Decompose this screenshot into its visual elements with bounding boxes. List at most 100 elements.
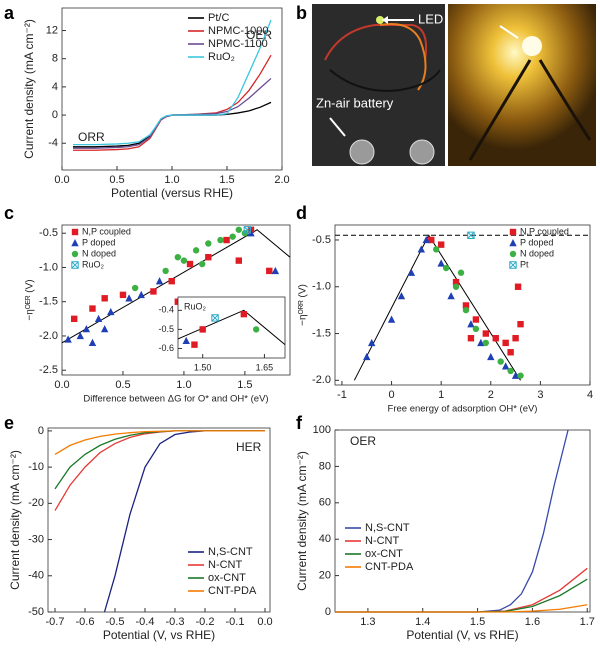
point xyxy=(507,349,514,356)
fit-line xyxy=(353,234,521,381)
x-tick-label: -0.7 xyxy=(46,616,65,628)
point xyxy=(182,336,190,345)
point xyxy=(437,241,445,248)
legend-swatch xyxy=(71,261,79,269)
legend-swatch xyxy=(509,250,517,258)
axes-frame xyxy=(47,427,271,613)
x-axis-label: Potential (versus RHE) xyxy=(111,186,233,200)
point xyxy=(174,253,182,261)
y-tick-label: -0.5 xyxy=(312,234,331,246)
point xyxy=(217,236,224,244)
x-tick-label: 0.0 xyxy=(54,379,69,391)
x-tick-label: 1.0 xyxy=(176,379,191,391)
point xyxy=(467,320,475,328)
y-tick-label: -30 xyxy=(28,533,44,545)
y-tick-label: -1.0 xyxy=(39,261,58,273)
legend-label: P doped xyxy=(82,237,115,247)
x-tick-label: 1.65 xyxy=(256,362,274,372)
axes-frame xyxy=(334,224,591,386)
legend-swatch xyxy=(509,261,517,269)
y-axis-label: Current density (mA cm⁻²) xyxy=(295,451,309,591)
y-tick-label: -2.0 xyxy=(39,330,58,342)
y-tick-label: -10 xyxy=(28,461,44,473)
point xyxy=(89,305,96,312)
legend-label: CNT-PDA xyxy=(365,561,414,573)
point xyxy=(168,277,175,285)
point xyxy=(487,352,495,361)
x-tick-label: 1.0 xyxy=(164,174,179,186)
series-line xyxy=(335,567,588,613)
legend-label: Pt/C xyxy=(208,12,229,24)
point xyxy=(462,306,470,314)
legend-label: RuO₂ xyxy=(208,51,235,63)
point xyxy=(125,294,133,302)
x-tick-label: -0.2 xyxy=(196,616,215,628)
x-tick-label: 1.5 xyxy=(237,379,252,391)
legend-label: NPMC-1000 xyxy=(208,25,269,37)
x-tick-label: 0.5 xyxy=(115,379,130,391)
point xyxy=(205,253,212,261)
point xyxy=(397,292,406,300)
legend-label: N,P coupled xyxy=(520,226,569,236)
y-tick-label: -1.5 xyxy=(39,296,58,308)
point xyxy=(240,310,248,318)
point xyxy=(433,246,440,253)
point xyxy=(511,371,520,379)
y-tick-label: 100 xyxy=(313,424,331,436)
photo-panel: b LED Zn-air battery xyxy=(296,3,596,166)
coin-cell xyxy=(349,139,375,165)
x-tick-label: 2.0 xyxy=(274,174,289,186)
point xyxy=(100,325,109,333)
wire xyxy=(324,24,428,61)
y-tick-label: 0 xyxy=(38,425,44,437)
x-axis-label: Potential (V, vs RHE) xyxy=(406,628,518,642)
x-tick-label: -0.6 xyxy=(76,616,95,628)
point xyxy=(512,335,519,342)
point xyxy=(428,236,435,244)
y-tick-label: -1.5 xyxy=(312,327,331,339)
legend-swatch xyxy=(509,239,517,247)
series-line xyxy=(73,19,272,146)
y-axis-label: −ηᴼᴱᴿ (V) xyxy=(25,279,36,320)
point xyxy=(162,267,169,275)
y-tick-label: -2.5 xyxy=(39,364,58,376)
point xyxy=(501,362,510,370)
x-tick-label: 4 xyxy=(587,389,593,401)
inset-label: RuO₂ xyxy=(184,301,207,311)
y-tick-label: 0 xyxy=(52,109,58,121)
point xyxy=(155,277,164,285)
point xyxy=(407,268,416,276)
legend-label: N-CNT xyxy=(365,535,399,547)
point xyxy=(467,231,475,239)
point xyxy=(492,335,499,342)
legend-swatch xyxy=(71,228,79,236)
point xyxy=(477,338,485,347)
y-tick-label: 40 xyxy=(319,533,331,545)
legend-swatch xyxy=(71,239,79,247)
legend-label: N,S-CNT xyxy=(365,522,410,534)
point xyxy=(442,264,450,272)
wire xyxy=(468,59,592,161)
legend-label: N doped xyxy=(520,248,554,258)
axes-frame xyxy=(61,224,291,376)
legend-label: Pt xyxy=(520,259,529,269)
axes-frame xyxy=(177,296,286,359)
point xyxy=(482,330,490,337)
panel-letter: e xyxy=(4,413,14,433)
annotation: OER xyxy=(350,434,376,448)
legend-label: RuO₂ xyxy=(82,259,105,269)
arrow xyxy=(499,25,519,39)
x-tick-label: 1.5 xyxy=(219,174,234,186)
y-tick-label: -0.5 xyxy=(158,324,174,334)
point xyxy=(186,260,194,268)
legend-label: N doped xyxy=(82,248,116,258)
y-tick-label: -0.5 xyxy=(39,227,58,239)
point xyxy=(107,307,115,316)
point xyxy=(462,302,470,309)
point xyxy=(482,339,490,347)
y-axis-label: Current density (mA cm⁻²) xyxy=(22,19,36,159)
arrow xyxy=(329,117,346,137)
point xyxy=(457,269,465,276)
point xyxy=(437,259,445,267)
panel-letter: c xyxy=(4,203,14,223)
